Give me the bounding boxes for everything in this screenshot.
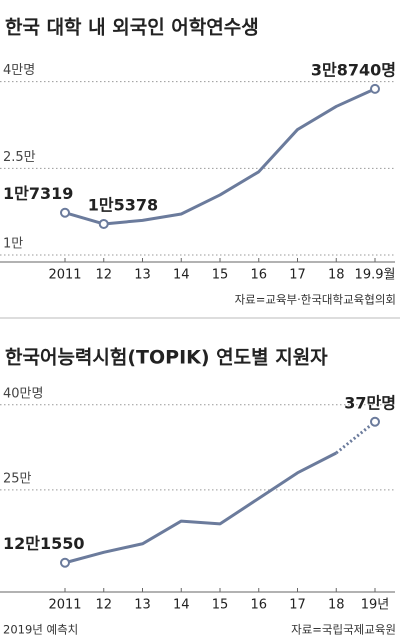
x-tick-label: 12 <box>95 268 112 283</box>
source: 자료=교육부·한국대학교육협의회 <box>235 293 396 307</box>
x-tick-label: 16 <box>250 598 267 613</box>
point-marker <box>370 83 380 94</box>
value-label: 12만1550 <box>3 534 85 553</box>
x-tick-label: 14 <box>173 598 190 613</box>
y-tick-label: 1만 <box>3 237 23 252</box>
x-tick-label: 18 <box>328 268 345 283</box>
y-tick-label: 40만명 <box>3 386 43 401</box>
x-tick-label: 15 <box>212 268 229 283</box>
x-tick-label: 2011 <box>48 268 81 283</box>
point-marker <box>60 207 70 218</box>
x-tick-label: 16 <box>250 268 267 283</box>
source: 자료=국립국제교육원 <box>291 623 396 637</box>
x-tick-label: 15 <box>212 598 229 613</box>
x-tick-label: 17 <box>289 268 306 283</box>
point-marker <box>370 416 380 427</box>
x-tick-label: 2011 <box>48 598 81 613</box>
point-marker <box>60 557 70 568</box>
chart-title: 한국 대학 내 외국인 어학연수생 <box>5 17 259 39</box>
y-tick-label: 2.5만 <box>3 150 36 165</box>
x-tick-label: 14 <box>173 268 190 283</box>
x-tick-label: 19.9월 <box>355 268 396 283</box>
x-tick-label: 19년 <box>361 598 390 613</box>
value-label: 37만명 <box>344 393 396 412</box>
value-label: 1만5378 <box>88 195 158 214</box>
point-marker <box>98 218 109 229</box>
forecast-line <box>335 420 376 455</box>
note: 2019년 예측치 <box>3 623 78 637</box>
x-tick-label: 13 <box>134 598 151 613</box>
chart-title: 한국어능력시험(TOPIK) 연도별 지원자 <box>5 347 328 369</box>
x-tick-label: 18 <box>328 598 345 613</box>
value-label: 1만7319 <box>3 184 73 203</box>
series-line <box>64 451 337 565</box>
y-tick-label: 4만명 <box>3 63 35 78</box>
x-tick-label: 13 <box>134 268 151 283</box>
value-label: 3만8740명 <box>311 60 396 79</box>
x-tick-label: 12 <box>95 598 112 613</box>
series-line <box>64 87 376 226</box>
x-tick-label: 17 <box>289 598 306 613</box>
y-tick-label: 25만 <box>3 471 32 486</box>
